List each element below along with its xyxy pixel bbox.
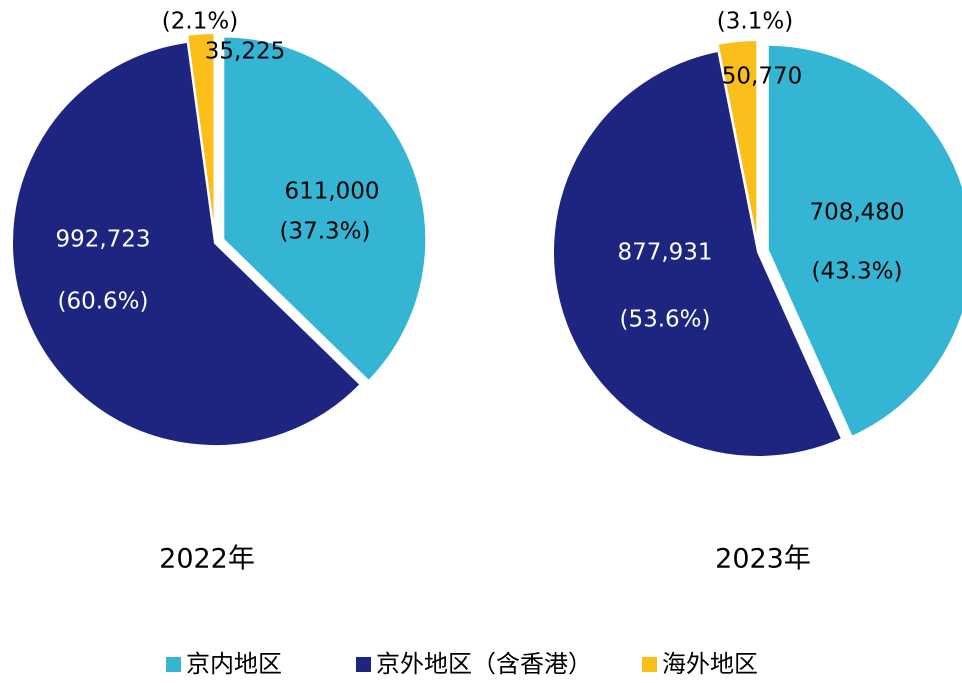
legend-label: 京内地区 — [186, 650, 282, 678]
value-label: 611,000 — [284, 179, 379, 205]
value-label: 708,480 — [809, 200, 904, 226]
legend-label: 京外地区（含香港） — [376, 650, 592, 678]
percent-label: (53.6%) — [619, 307, 710, 333]
percent-label: (43.3%) — [811, 259, 902, 285]
chart-title: 2023年 — [715, 544, 811, 575]
chart-title: 2022年 — [159, 544, 255, 575]
pie-slice — [716, 39, 759, 246]
value-label: 35,225 — [205, 39, 285, 65]
pie-slice — [552, 49, 844, 458]
percent-label: (3.1%) — [717, 9, 793, 35]
value-label: 50,770 — [722, 64, 802, 90]
percent-label: (37.3%) — [279, 219, 370, 245]
pie-slice — [186, 32, 216, 237]
pie-slice — [766, 43, 962, 439]
legend-swatch — [356, 657, 371, 672]
legend-swatch — [166, 657, 181, 672]
percent-label: (2.1%) — [162, 9, 238, 35]
value-label: 877,931 — [617, 240, 712, 266]
value-label: 992,723 — [55, 227, 150, 253]
pie-slice — [11, 40, 362, 447]
legend-label: 海外地区 — [662, 650, 758, 678]
percent-label: (60.6%) — [57, 289, 148, 315]
pie-slice — [222, 35, 428, 383]
legend-swatch — [642, 657, 657, 672]
